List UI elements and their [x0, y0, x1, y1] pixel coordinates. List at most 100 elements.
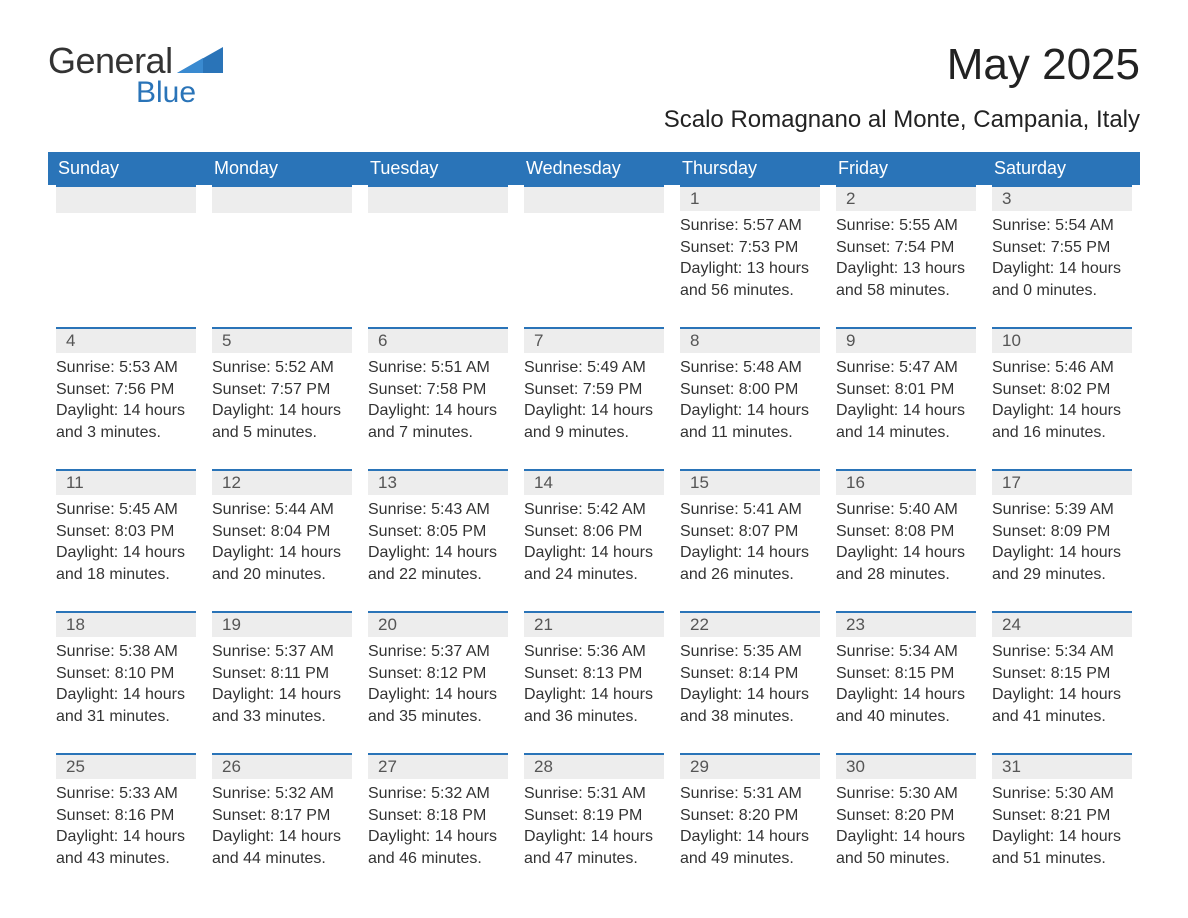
daylight-line: Daylight: 14 hours and 47 minutes. — [524, 826, 664, 869]
brand-word2: Blue — [136, 76, 223, 110]
sunset-line: Sunset: 8:02 PM — [992, 379, 1132, 401]
day-number: 12 — [212, 469, 352, 495]
sunset-line: Sunset: 8:20 PM — [836, 805, 976, 827]
sunrise-line: Sunrise: 5:33 AM — [56, 783, 196, 805]
calendar-week-row: 11Sunrise: 5:45 AMSunset: 8:03 PMDayligh… — [48, 469, 1140, 611]
calendar-day-cell: 12Sunrise: 5:44 AMSunset: 8:04 PMDayligh… — [204, 469, 360, 611]
daylight-line: Daylight: 14 hours and 31 minutes. — [56, 684, 196, 727]
sunrise-line: Sunrise: 5:42 AM — [524, 499, 664, 521]
sunrise-line: Sunrise: 5:46 AM — [992, 357, 1132, 379]
day-number: 30 — [836, 753, 976, 779]
day-number: 15 — [680, 469, 820, 495]
day-detail: Sunrise: 5:44 AMSunset: 8:04 PMDaylight:… — [212, 495, 352, 585]
sunset-line: Sunset: 8:04 PM — [212, 521, 352, 543]
calendar-day-cell: 19Sunrise: 5:37 AMSunset: 8:11 PMDayligh… — [204, 611, 360, 753]
calendar-week-row: 18Sunrise: 5:38 AMSunset: 8:10 PMDayligh… — [48, 611, 1140, 753]
day-number: 7 — [524, 327, 664, 353]
day-detail: Sunrise: 5:37 AMSunset: 8:12 PMDaylight:… — [368, 637, 508, 727]
sunrise-line: Sunrise: 5:41 AM — [680, 499, 820, 521]
day-number: 2 — [836, 185, 976, 211]
day-detail: Sunrise: 5:30 AMSunset: 8:21 PMDaylight:… — [992, 779, 1132, 869]
weekday-header: Friday — [828, 152, 984, 185]
calendar-day-cell: 4Sunrise: 5:53 AMSunset: 7:56 PMDaylight… — [48, 327, 204, 469]
sunrise-line: Sunrise: 5:37 AM — [212, 641, 352, 663]
calendar-day-cell: 22Sunrise: 5:35 AMSunset: 8:14 PMDayligh… — [672, 611, 828, 753]
calendar-day-cell: 5Sunrise: 5:52 AMSunset: 7:57 PMDaylight… — [204, 327, 360, 469]
sunset-line: Sunset: 8:15 PM — [992, 663, 1132, 685]
day-number: 22 — [680, 611, 820, 637]
day-number: 17 — [992, 469, 1132, 495]
weekday-header: Thursday — [672, 152, 828, 185]
calendar-day-cell: 25Sunrise: 5:33 AMSunset: 8:16 PMDayligh… — [48, 753, 204, 895]
calendar-day-cell: 28Sunrise: 5:31 AMSunset: 8:19 PMDayligh… — [516, 753, 672, 895]
sunset-line: Sunset: 8:00 PM — [680, 379, 820, 401]
day-number: 26 — [212, 753, 352, 779]
daylight-line: Daylight: 14 hours and 14 minutes. — [836, 400, 976, 443]
day-detail: Sunrise: 5:32 AMSunset: 8:18 PMDaylight:… — [368, 779, 508, 869]
sunset-line: Sunset: 8:09 PM — [992, 521, 1132, 543]
calendar-week-row: 25Sunrise: 5:33 AMSunset: 8:16 PMDayligh… — [48, 753, 1140, 895]
calendar-day-cell: 27Sunrise: 5:32 AMSunset: 8:18 PMDayligh… — [360, 753, 516, 895]
calendar-day-cell: 9Sunrise: 5:47 AMSunset: 8:01 PMDaylight… — [828, 327, 984, 469]
day-number: 6 — [368, 327, 508, 353]
brand-logo: General Blue — [48, 40, 223, 110]
day-number: 20 — [368, 611, 508, 637]
daylight-line: Daylight: 14 hours and 5 minutes. — [212, 400, 352, 443]
daylight-line: Daylight: 14 hours and 28 minutes. — [836, 542, 976, 585]
calendar-day-cell: 26Sunrise: 5:32 AMSunset: 8:17 PMDayligh… — [204, 753, 360, 895]
day-number: 29 — [680, 753, 820, 779]
sunset-line: Sunset: 8:03 PM — [56, 521, 196, 543]
sunset-line: Sunset: 7:59 PM — [524, 379, 664, 401]
day-number: 21 — [524, 611, 664, 637]
sunrise-line: Sunrise: 5:43 AM — [368, 499, 508, 521]
weekday-header: Wednesday — [516, 152, 672, 185]
sunrise-line: Sunrise: 5:30 AM — [836, 783, 976, 805]
empty-day-bar — [56, 185, 196, 213]
day-detail: Sunrise: 5:45 AMSunset: 8:03 PMDaylight:… — [56, 495, 196, 585]
weekday-header-row: Sunday Monday Tuesday Wednesday Thursday… — [48, 152, 1140, 185]
day-detail: Sunrise: 5:49 AMSunset: 7:59 PMDaylight:… — [524, 353, 664, 443]
sunset-line: Sunset: 7:53 PM — [680, 237, 820, 259]
day-detail: Sunrise: 5:34 AMSunset: 8:15 PMDaylight:… — [836, 637, 976, 727]
sunrise-line: Sunrise: 5:48 AM — [680, 357, 820, 379]
day-detail: Sunrise: 5:53 AMSunset: 7:56 PMDaylight:… — [56, 353, 196, 443]
sunrise-line: Sunrise: 5:57 AM — [680, 215, 820, 237]
sunset-line: Sunset: 8:17 PM — [212, 805, 352, 827]
sunset-line: Sunset: 8:14 PM — [680, 663, 820, 685]
day-detail: Sunrise: 5:30 AMSunset: 8:20 PMDaylight:… — [836, 779, 976, 869]
sunrise-line: Sunrise: 5:38 AM — [56, 641, 196, 663]
day-number: 4 — [56, 327, 196, 353]
daylight-line: Daylight: 14 hours and 51 minutes. — [992, 826, 1132, 869]
day-detail: Sunrise: 5:33 AMSunset: 8:16 PMDaylight:… — [56, 779, 196, 869]
day-number: 9 — [836, 327, 976, 353]
day-number: 1 — [680, 185, 820, 211]
calendar-day-cell: 2Sunrise: 5:55 AMSunset: 7:54 PMDaylight… — [828, 185, 984, 327]
calendar-day-cell: 21Sunrise: 5:36 AMSunset: 8:13 PMDayligh… — [516, 611, 672, 753]
day-number: 5 — [212, 327, 352, 353]
day-number: 31 — [992, 753, 1132, 779]
sunset-line: Sunset: 8:15 PM — [836, 663, 976, 685]
sunset-line: Sunset: 8:08 PM — [836, 521, 976, 543]
daylight-line: Daylight: 14 hours and 33 minutes. — [212, 684, 352, 727]
sunset-line: Sunset: 8:12 PM — [368, 663, 508, 685]
sunrise-line: Sunrise: 5:55 AM — [836, 215, 976, 237]
day-number: 11 — [56, 469, 196, 495]
day-number: 25 — [56, 753, 196, 779]
sunrise-line: Sunrise: 5:32 AM — [212, 783, 352, 805]
day-number: 10 — [992, 327, 1132, 353]
day-number: 8 — [680, 327, 820, 353]
sunrise-line: Sunrise: 5:31 AM — [680, 783, 820, 805]
daylight-line: Daylight: 14 hours and 7 minutes. — [368, 400, 508, 443]
sunrise-line: Sunrise: 5:47 AM — [836, 357, 976, 379]
daylight-line: Daylight: 14 hours and 20 minutes. — [212, 542, 352, 585]
sunrise-line: Sunrise: 5:35 AM — [680, 641, 820, 663]
sunset-line: Sunset: 7:57 PM — [212, 379, 352, 401]
empty-day-bar — [524, 185, 664, 213]
daylight-line: Daylight: 14 hours and 3 minutes. — [56, 400, 196, 443]
sunset-line: Sunset: 8:11 PM — [212, 663, 352, 685]
empty-day-bar — [368, 185, 508, 213]
sunset-line: Sunset: 7:55 PM — [992, 237, 1132, 259]
daylight-line: Daylight: 14 hours and 9 minutes. — [524, 400, 664, 443]
daylight-line: Daylight: 14 hours and 16 minutes. — [992, 400, 1132, 443]
day-detail: Sunrise: 5:34 AMSunset: 8:15 PMDaylight:… — [992, 637, 1132, 727]
